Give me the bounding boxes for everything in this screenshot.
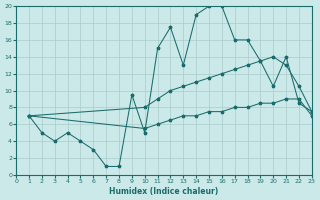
X-axis label: Humidex (Indice chaleur): Humidex (Indice chaleur): [109, 187, 219, 196]
